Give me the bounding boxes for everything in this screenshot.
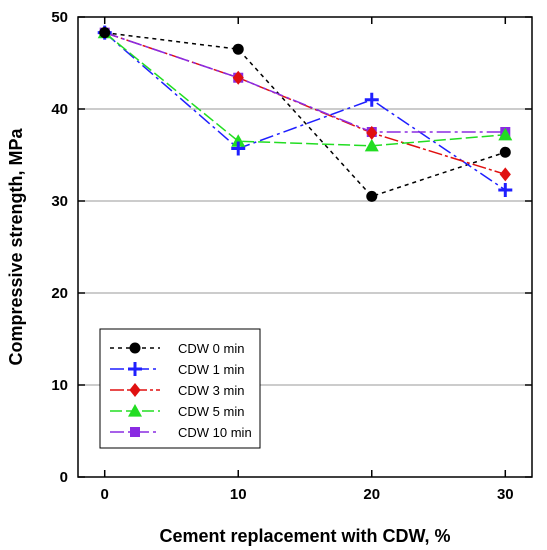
y-tick-label: 50 [51,9,68,26]
series-line [104,31,506,176]
series-line-group [104,32,506,191]
axis-ticks: 0 10 20 30 40 50 0 10 20 30 [51,9,532,503]
data-point [232,70,244,85]
plot-frame [77,16,533,478]
y-axis-title: Compressive strength, MPa [6,127,26,365]
data-point [499,146,511,158]
data-point [231,141,246,156]
legend-item: CDW 1 min [110,362,244,377]
legend-label: CDW 3 min [178,383,244,398]
y-tick-label: 20 [51,285,68,302]
data-point [498,127,513,141]
legend-marker [128,362,142,376]
data-point [364,138,379,152]
legend: CDW 0 min CDW 1 min CDW 3 min CDW 5 min CDW … [99,328,261,449]
x-tick-label: 10 [230,486,247,503]
y-tick-label: 30 [51,193,68,210]
y-tick-label: 40 [51,101,68,118]
legend-marker [129,383,141,397]
series-line [104,31,506,198]
series-markers [99,27,511,202]
data-point [499,167,511,182]
y-tick-label: 10 [51,377,68,394]
series-line-group [104,31,506,198]
series-line [104,32,506,191]
grid [78,108,532,386]
legend-marker [130,427,140,437]
series-line-group [104,31,506,133]
data-point [231,134,246,147]
series-line-group [104,31,506,176]
series-layer [97,25,513,202]
data-point [232,43,244,55]
y-tick-label: 0 [60,469,68,486]
data-point [99,27,111,39]
data-point [364,92,379,107]
legend-label: CDW 1 min [178,362,244,377]
x-tick-label: 0 [101,486,109,503]
legend-label: CDW 0 min [178,341,244,356]
legend-box [99,328,261,449]
data-point [498,182,513,197]
data-point [366,125,378,140]
x-tick-label: 20 [363,486,380,503]
series-line-group [104,32,506,147]
legend-marker [129,342,141,354]
legend-item: CDW 5 min [110,404,244,419]
legend-item: CDW 10 min [110,425,252,440]
legend-label: CDW 10 min [178,425,252,440]
legend-item: CDW 3 min [110,383,244,398]
series-markers [99,25,511,182]
series-line [104,32,506,147]
x-axis-title: Cement replacement with CDW, % [159,526,450,546]
legend-marker [128,404,142,417]
series-line [104,31,506,133]
legend-item: CDW 0 min [110,341,244,356]
x-tick-label: 30 [497,486,514,503]
legend-label: CDW 5 min [178,404,244,419]
data-point [366,190,378,202]
